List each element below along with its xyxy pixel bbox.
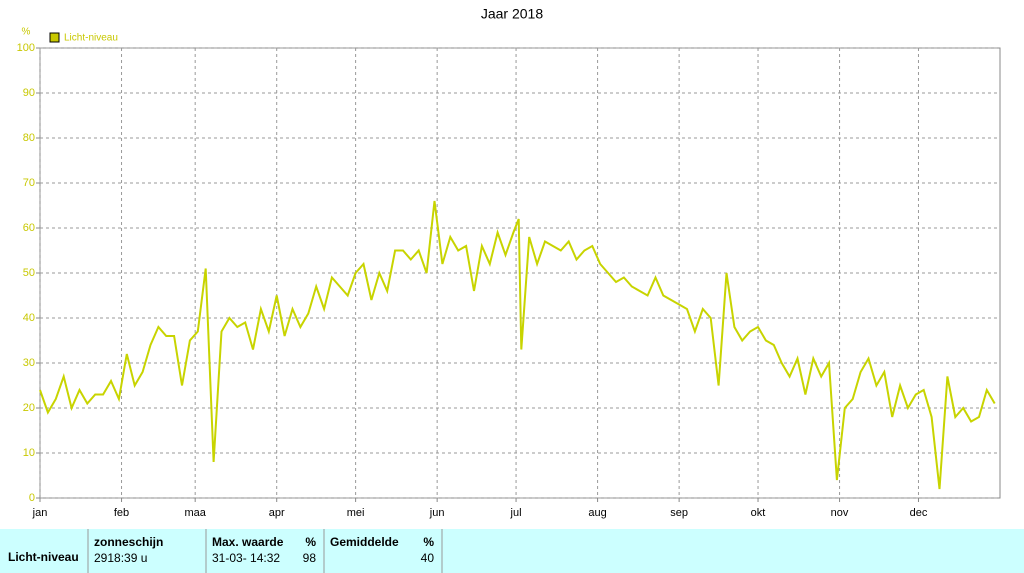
col-unit: % [305,535,316,549]
row-label: Licht-niveau [8,550,79,564]
x-tick-label: aug [588,507,606,519]
cell: 98 [303,551,317,565]
col-head: Max. waarde [212,535,284,549]
chart-title: Jaar 2018 [481,6,543,22]
y-tick-label: 40 [23,312,35,324]
y-unit: % [22,27,31,38]
x-tick-label: mei [347,507,365,519]
x-tick-label: jun [429,507,445,519]
x-tick-label: apr [269,507,285,519]
legend-swatch [49,32,60,43]
y-tick-label: 50 [23,267,35,279]
y-tick-label: 70 [23,177,35,189]
col-head: Gemiddelde [330,535,399,549]
cell: 2918:39 u [94,551,147,565]
legend-label: Licht-niveau [64,33,118,44]
y-tick-label: 60 [23,222,35,234]
y-tick-label: 80 [23,132,35,144]
y-tick-label: 90 [23,87,35,99]
x-tick-label: nov [831,507,849,519]
y-tick-label: 10 [23,447,35,459]
x-tick-label: feb [114,507,129,519]
x-tick-label: maa [184,507,206,519]
data-line [39,200,996,490]
cell: 31-03- 14:32 [212,551,280,565]
cell: 40 [421,551,435,565]
summary-table: Licht-niveau zonneschijn 2918:39 u Max. … [0,529,1024,573]
table-bg [0,529,1024,573]
col-unit: % [423,535,434,549]
y-tick-label: 0 [29,492,35,504]
y-tick-label: 20 [23,402,35,414]
x-tick-label: dec [910,507,928,519]
y-tick-label: 30 [23,357,35,369]
col-head: zonneschijn [94,535,163,549]
x-tick-label: okt [751,507,766,519]
y-tick-label: 100 [17,42,35,54]
x-tick-label: jul [510,507,522,519]
x-tick-label: jan [32,507,48,519]
x-tick-label: sep [670,507,688,519]
